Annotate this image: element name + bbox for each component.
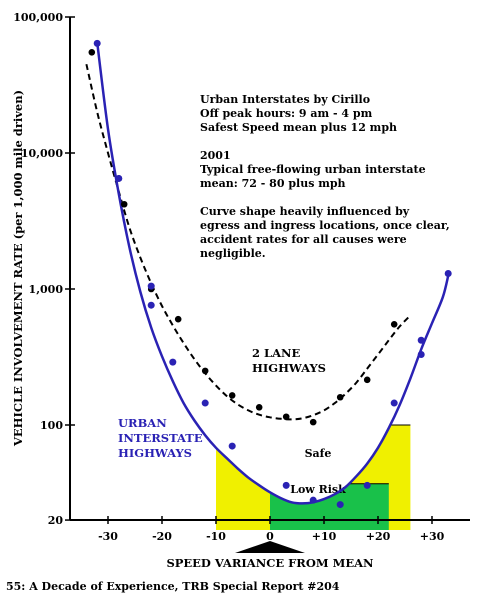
urban-interstate-point	[228, 442, 236, 450]
urban-interstate-point	[417, 336, 425, 344]
annotation-line: Urban Interstates by Cirillo	[200, 93, 370, 106]
annotation-line: egress and ingress locations, once clear…	[200, 219, 450, 232]
urban-interstate-label: INTERSTATE	[118, 431, 203, 445]
annotation-line: Safest Speed mean plus 12 mph	[200, 121, 397, 134]
urban-interstate-point	[147, 301, 155, 309]
x-tick-label: +20	[366, 530, 391, 543]
two-lane-point	[336, 393, 344, 401]
annotation-line: Curve shape heavily influenced by	[200, 205, 410, 218]
points-layer	[88, 39, 452, 509]
x-axis-title: SPEED VARIANCE FROM MEAN	[166, 556, 374, 570]
x-tick-label: +30	[420, 530, 445, 543]
x-tick-label: -30	[98, 530, 118, 543]
urban-interstate-point	[390, 399, 398, 407]
two-lane-point	[309, 418, 317, 426]
y-axis-title: VEHICLE INVOLVEMENT RATE (per 1,000 mile…	[11, 90, 25, 447]
annotation-line: mean: 72 - 80 plus mph	[200, 177, 346, 190]
low-risk-region-label: Low Risk	[290, 483, 346, 496]
x-tick-label: +10	[312, 530, 337, 543]
y-tick-label: 10,000	[21, 147, 63, 160]
urban-interstate-point	[444, 270, 452, 278]
two-lane-label: 2 LANE	[252, 346, 301, 360]
y-tick-label: 100	[40, 419, 63, 432]
safe-region-label: Safe	[305, 447, 332, 460]
two-lane-point	[390, 321, 398, 328]
two-lane-point	[255, 403, 263, 411]
urban-interstate-point	[336, 501, 344, 509]
two-lane-point	[282, 413, 290, 421]
two-lane-point	[174, 315, 182, 323]
urban-interstate-point	[282, 481, 290, 489]
x-tick-label: 0	[266, 530, 274, 543]
x-tick-label: -10	[206, 530, 226, 543]
footer-caption: 55: A Decade of Experience, TRB Special …	[6, 580, 340, 593]
two-lane-point	[88, 49, 96, 56]
two-lane-point	[363, 376, 371, 384]
urban-interstate-point	[417, 350, 425, 358]
annotation-line: negligible.	[200, 247, 266, 260]
urban-interstate-label: HIGHWAYS	[118, 446, 192, 460]
urban-interstate-point	[147, 282, 155, 290]
x-tick-label: -20	[152, 530, 172, 543]
y-tick-label: 20	[48, 514, 64, 527]
urban-interstate-point	[201, 399, 209, 407]
urban-interstate-point	[309, 496, 317, 504]
urban-interstate-point	[169, 358, 177, 366]
two-lane-curve	[85, 63, 412, 421]
annotation-line: 2001	[200, 149, 231, 162]
annotation-line: accident rates for all causes were	[200, 233, 407, 246]
y-tick-label: 1,000	[29, 283, 64, 296]
ticks-layer: -30 -20 -10 0 +10 +20 +30 100,000 10,000 1,000 100…	[13, 11, 444, 543]
two-lane-point	[228, 392, 236, 399]
mean-marker-icon	[235, 541, 305, 553]
urban-interstate-point	[93, 39, 101, 47]
curves-layer	[85, 42, 450, 505]
urban-interstate-point	[115, 174, 123, 182]
annotation-line: Off peak hours: 9 am - 4 pm	[200, 107, 373, 120]
two-lane-label: HIGHWAYS	[252, 361, 326, 375]
urban-interstate-point	[363, 481, 371, 489]
annotation-line: Typical free-flowing urban interstate	[200, 163, 426, 176]
two-lane-point	[201, 367, 209, 375]
urban-interstate-curve	[95, 42, 450, 505]
y-tick-label: 100,000	[13, 11, 63, 24]
two-lane-point	[120, 200, 128, 208]
urban-interstate-label: URBAN	[118, 416, 167, 430]
